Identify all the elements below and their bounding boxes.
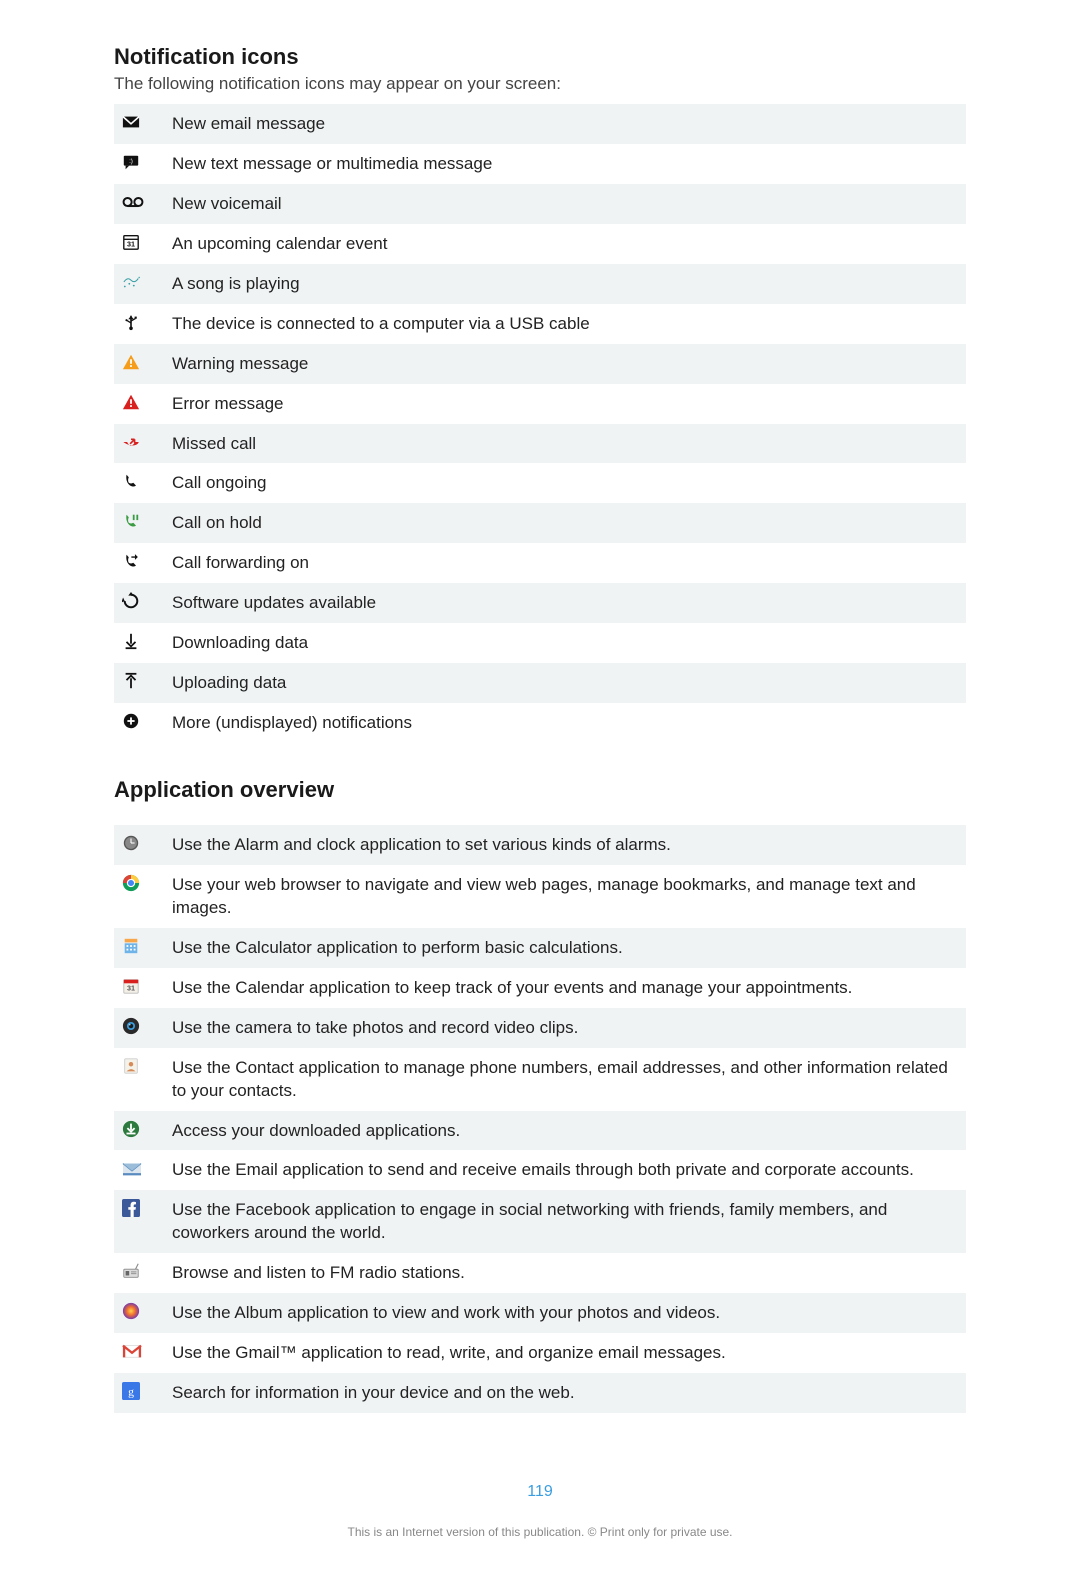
facebook-icon <box>118 1198 172 1217</box>
fwd-icon <box>118 551 172 570</box>
chrome-icon <box>118 873 172 892</box>
list-item: Access your downloaded applications. <box>114 1111 966 1151</box>
list-item-text: Use the Alarm and clock application to s… <box>172 833 956 857</box>
voicemail-icon <box>118 192 172 211</box>
warn-o-icon <box>118 352 172 371</box>
list-item: The device is connected to a computer vi… <box>114 304 966 344</box>
list-item-text: Access your downloaded applications. <box>172 1119 956 1143</box>
fm-icon <box>118 1261 172 1280</box>
google-icon: g <box>118 1381 172 1400</box>
list-item-text: Error message <box>172 392 956 416</box>
list-item-text: Uploading data <box>172 671 956 695</box>
list-item-text: Warning message <box>172 352 956 376</box>
list-item-text: Use the Email application to send and re… <box>172 1158 956 1182</box>
missed-icon <box>118 432 172 451</box>
list-item-text: An upcoming calendar event <box>172 232 956 256</box>
list-item-text: More (undisplayed) notifications <box>172 711 956 735</box>
cal31-icon: 31 <box>118 232 172 251</box>
list-item: Call forwarding on <box>114 543 966 583</box>
list-item: A song is playing <box>114 264 966 304</box>
list-item-text: Call on hold <box>172 511 956 535</box>
list-item-text: Use the Contact application to manage ph… <box>172 1056 956 1103</box>
list-item-text: Downloading data <box>172 631 956 655</box>
list-item: Uploading data <box>114 663 966 703</box>
list-item-text: Use the Calculator application to perfor… <box>172 936 956 960</box>
svg-text:31: 31 <box>127 239 135 248</box>
list-item-text: Use your web browser to navigate and vie… <box>172 873 956 920</box>
list-item: Use the Email application to send and re… <box>114 1150 966 1190</box>
list-item: Browse and listen to FM radio stations. <box>114 1253 966 1293</box>
email-icon <box>118 1158 172 1177</box>
list-item-text: Browse and listen to FM radio stations. <box>172 1261 956 1285</box>
list-item: New voicemail <box>114 184 966 224</box>
list-item: Call ongoing <box>114 463 966 503</box>
list-item: Use the Alarm and clock application to s… <box>114 825 966 865</box>
hold-icon <box>118 511 172 530</box>
phone-icon <box>118 471 172 490</box>
list-item: Call on hold <box>114 503 966 543</box>
list-item: Missed call <box>114 424 966 464</box>
list-item: More (undisplayed) notifications <box>114 703 966 743</box>
footer-text: This is an Internet version of this publ… <box>114 1525 966 1539</box>
section1-subtitle: The following notification icons may app… <box>114 74 966 94</box>
list-item: Use the Album application to view and wo… <box>114 1293 966 1333</box>
list-item: 31 An upcoming calendar event <box>114 224 966 264</box>
page-number: 119 <box>114 1483 966 1501</box>
list-item-text: Software updates available <box>172 591 956 615</box>
list-item: Downloading data <box>114 623 966 663</box>
list-item-text: Use the camera to take photos and record… <box>172 1016 956 1040</box>
downloads-icon <box>118 1119 172 1138</box>
list-item: 31 Use the Calendar application to keep t… <box>114 968 966 1008</box>
list-item: Use the Contact application to manage ph… <box>114 1048 966 1111</box>
list-item-text: Missed call <box>172 432 956 456</box>
list-item: Use the Facebook application to engage i… <box>114 1190 966 1253</box>
list-item-text: Call forwarding on <box>172 551 956 575</box>
update-icon <box>118 591 172 610</box>
svg-text:g: g <box>128 1386 134 1399</box>
svg-text:31: 31 <box>127 983 135 992</box>
list-item: Use the Gmail™ application to read, writ… <box>114 1333 966 1373</box>
more-icon <box>118 711 172 730</box>
list-item: Use the camera to take photos and record… <box>114 1008 966 1048</box>
list-item: Warning message <box>114 344 966 384</box>
list-item-text: Use the Facebook application to engage i… <box>172 1198 956 1245</box>
list-item-text: Use the Gmail™ application to read, writ… <box>172 1341 956 1365</box>
list-item-text: New text message or multimedia message <box>172 152 956 176</box>
camera-icon <box>118 1016 172 1035</box>
list-item-text: Call ongoing <box>172 471 956 495</box>
list-item: Error message <box>114 384 966 424</box>
list-item-text: New email message <box>172 112 956 136</box>
down-icon <box>118 631 172 650</box>
list-item-text: Search for information in your device an… <box>172 1381 956 1405</box>
list-item: New email message <box>114 104 966 144</box>
list-item-text: A song is playing <box>172 272 956 296</box>
section1-title: Notification icons <box>114 44 966 70</box>
list-item: Use your web browser to navigate and vie… <box>114 865 966 928</box>
list-item-text: New voicemail <box>172 192 956 216</box>
list-item: :) New text message or multimedia message <box>114 144 966 184</box>
album-icon <box>118 1301 172 1320</box>
gmail-icon <box>118 1341 172 1360</box>
usb-icon <box>118 312 172 331</box>
list-item: g Search for information in your device a… <box>114 1373 966 1413</box>
calapp-icon: 31 <box>118 976 172 995</box>
list-item: Software updates available <box>114 583 966 623</box>
mail-icon <box>118 112 172 131</box>
list-item-text: The device is connected to a computer vi… <box>172 312 956 336</box>
calc-icon <box>118 936 172 955</box>
section2-title: Application overview <box>114 777 966 803</box>
svg-text::): :) <box>129 158 133 165</box>
list-item-text: Use the Album application to view and wo… <box>172 1301 956 1325</box>
contact-icon <box>118 1056 172 1075</box>
list-item-text: Use the Calendar application to keep tra… <box>172 976 956 1000</box>
sms-icon: :) <box>118 152 172 171</box>
warn-r-icon <box>118 392 172 411</box>
list-item: Use the Calculator application to perfor… <box>114 928 966 968</box>
clock-icon <box>118 833 172 852</box>
music-icon <box>118 272 172 291</box>
up-icon <box>118 671 172 690</box>
